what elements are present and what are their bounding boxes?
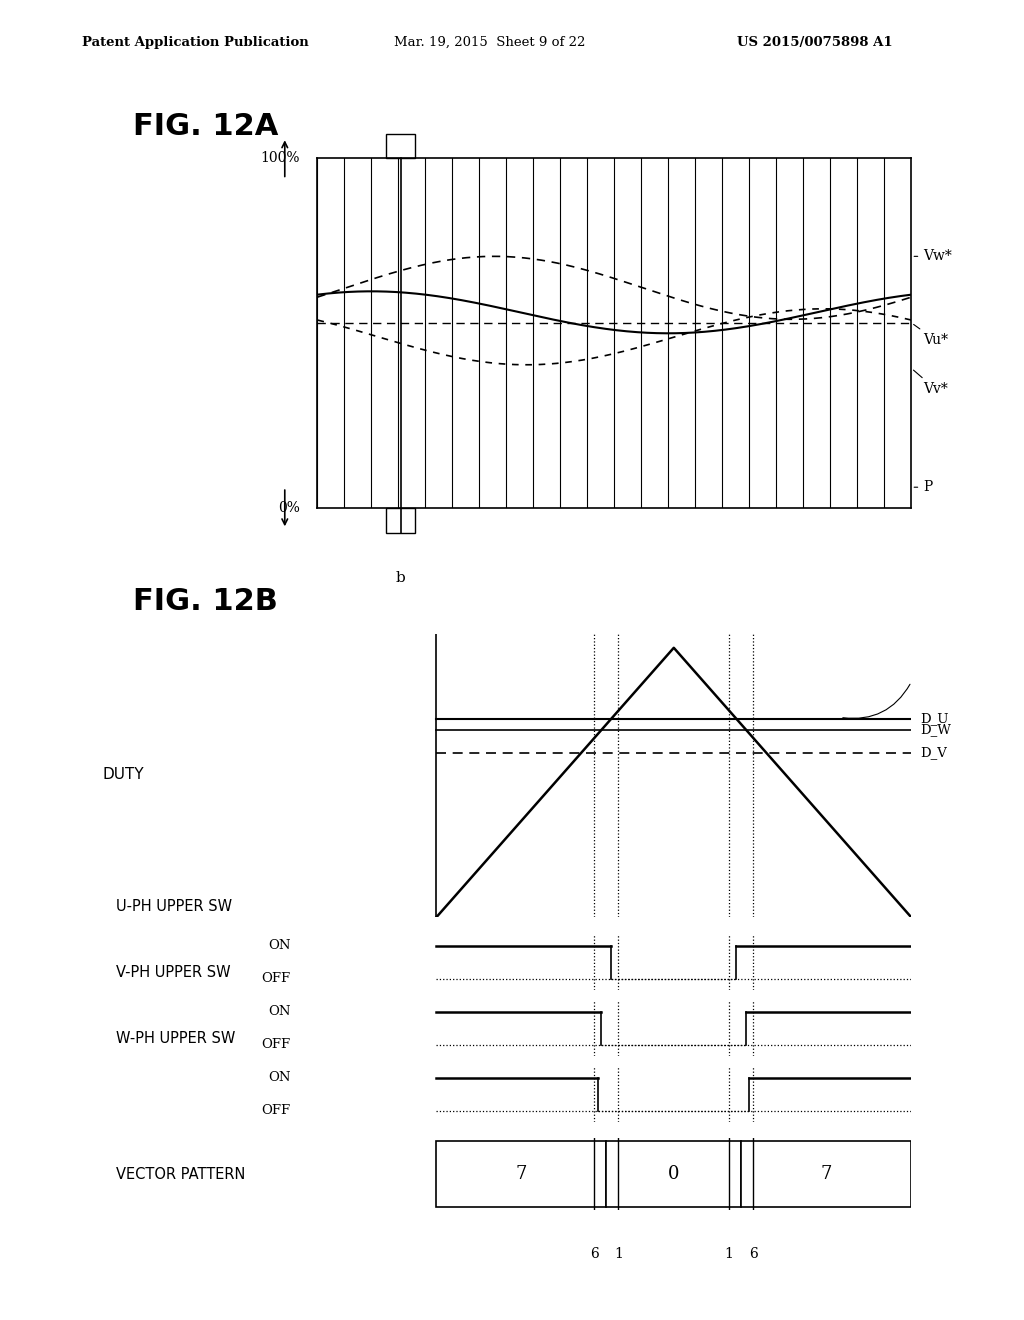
FancyBboxPatch shape: [386, 133, 416, 158]
Text: VECTOR PATTERN: VECTOR PATTERN: [116, 1167, 245, 1181]
Text: D_V: D_V: [921, 746, 947, 759]
Text: D_W: D_W: [921, 723, 951, 737]
Text: 1: 1: [725, 1246, 733, 1261]
Text: Mar. 19, 2015  Sheet 9 of 22: Mar. 19, 2015 Sheet 9 of 22: [394, 36, 586, 49]
Text: 0: 0: [668, 1166, 680, 1183]
Text: ON: ON: [268, 1071, 291, 1084]
Text: Vw*: Vw*: [914, 249, 952, 264]
Text: Vu*: Vu*: [913, 325, 948, 347]
FancyBboxPatch shape: [386, 508, 416, 533]
Text: FIG. 12A: FIG. 12A: [133, 112, 279, 141]
Text: ON: ON: [268, 1005, 291, 1018]
Text: ON: ON: [268, 939, 291, 952]
Text: DUTY: DUTY: [102, 767, 144, 783]
Text: 6: 6: [750, 1246, 758, 1261]
Bar: [741, 1142, 911, 1206]
Text: 7: 7: [515, 1166, 527, 1183]
Text: Vv*: Vv*: [913, 370, 948, 396]
Text: OFF: OFF: [261, 1105, 291, 1118]
Text: US 2015/0075898 A1: US 2015/0075898 A1: [737, 36, 893, 49]
Bar: [606, 1142, 741, 1206]
Text: 6: 6: [590, 1246, 598, 1261]
Text: D_U: D_U: [921, 713, 949, 725]
Text: 100%: 100%: [260, 152, 300, 165]
Text: b: b: [395, 572, 406, 585]
Text: 7: 7: [820, 1166, 833, 1183]
Text: P: P: [914, 480, 933, 494]
Text: 1: 1: [614, 1246, 623, 1261]
Text: W-PH UPPER SW: W-PH UPPER SW: [116, 1031, 234, 1047]
Text: V-PH UPPER SW: V-PH UPPER SW: [116, 965, 230, 981]
Text: OFF: OFF: [261, 1039, 291, 1052]
Text: OFF: OFF: [261, 973, 291, 986]
Text: Patent Application Publication: Patent Application Publication: [82, 36, 308, 49]
Text: FIG. 12B: FIG. 12B: [133, 587, 278, 616]
Text: 0%: 0%: [278, 502, 300, 515]
Bar: [436, 1142, 606, 1206]
Text: U-PH UPPER SW: U-PH UPPER SW: [116, 899, 231, 915]
